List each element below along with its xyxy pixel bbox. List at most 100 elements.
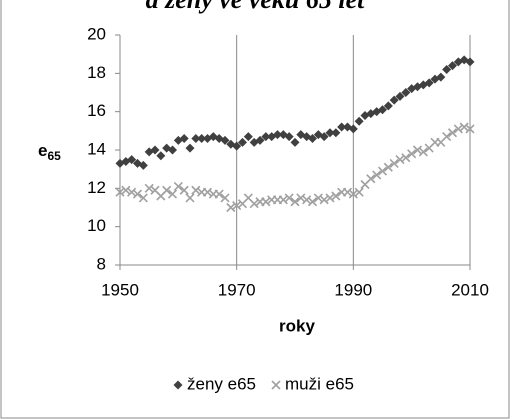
legend-marker <box>173 380 183 390</box>
data-point <box>331 128 341 138</box>
data-point <box>249 199 259 209</box>
data-point <box>162 185 172 195</box>
data-point <box>337 122 347 132</box>
data-point <box>307 197 318 207</box>
data-point <box>348 189 358 199</box>
y-tick-label: 12 <box>87 178 106 197</box>
data-point <box>342 187 353 197</box>
data-point <box>127 187 137 197</box>
data-point <box>156 151 166 161</box>
data-point <box>273 130 282 140</box>
data-point <box>179 185 189 195</box>
data-point <box>383 162 393 172</box>
x-tick-label: 1950 <box>101 280 139 299</box>
data-point <box>436 72 446 82</box>
data-point <box>185 193 195 203</box>
data-point <box>290 197 300 207</box>
data-point <box>442 132 452 142</box>
data-point <box>313 193 323 203</box>
data-point <box>290 137 300 147</box>
data-point <box>325 128 335 138</box>
data-point <box>238 137 247 147</box>
data-point <box>185 143 195 153</box>
data-point <box>261 132 271 142</box>
data-point <box>255 135 265 145</box>
data-point <box>372 170 382 180</box>
x-tick-label: 1990 <box>334 280 372 299</box>
x-tick-label: 1970 <box>218 280 256 299</box>
data-point <box>354 116 364 126</box>
data-point <box>389 95 399 105</box>
data-point <box>138 193 148 203</box>
data-point <box>132 189 143 199</box>
data-point <box>296 193 306 203</box>
data-point <box>173 181 183 191</box>
data-point <box>395 91 405 101</box>
data-point <box>121 185 131 195</box>
data-point <box>202 187 213 197</box>
y-axis-label: e65 <box>38 141 61 163</box>
data-point <box>418 147 428 157</box>
data-point <box>401 153 411 163</box>
data-point <box>191 185 201 195</box>
data-point <box>465 124 475 134</box>
data-point <box>179 134 189 143</box>
y-tick-label: 10 <box>87 216 106 235</box>
y-tick-label: 20 <box>87 24 106 43</box>
data-point <box>407 149 417 159</box>
data-point <box>278 195 288 205</box>
data-point <box>214 189 224 199</box>
data-point <box>319 132 329 142</box>
data-point <box>138 160 148 170</box>
data-point <box>167 189 178 199</box>
y-tick-label: 14 <box>87 139 106 158</box>
y-tick-label: 18 <box>87 63 106 82</box>
data-point <box>232 141 242 151</box>
data-point <box>424 78 434 88</box>
x-tick-label: 2010 <box>451 280 489 299</box>
y-tick-label: 16 <box>87 101 106 120</box>
legend-label: muži e65 <box>285 374 354 393</box>
data-point <box>453 124 463 134</box>
chart-title: a ženy ve věku 65 let <box>146 0 366 14</box>
data-point <box>377 166 388 176</box>
data-point <box>366 174 376 184</box>
data-point <box>261 197 271 207</box>
data-point <box>442 65 452 74</box>
data-point <box>325 193 335 203</box>
data-point <box>284 132 294 142</box>
data-point <box>465 57 475 67</box>
data-point <box>243 132 253 142</box>
y-axis-label-sub: 65 <box>47 149 61 163</box>
data-point <box>150 145 160 155</box>
data-point <box>319 195 329 205</box>
data-point <box>412 145 423 155</box>
legend-marker <box>271 380 281 390</box>
data-point <box>395 155 405 165</box>
data-point <box>389 158 399 168</box>
data-point <box>331 191 341 201</box>
data-point <box>220 135 230 145</box>
x-axis-label: roky <box>279 316 315 335</box>
data-point <box>308 134 317 143</box>
data-point <box>378 105 387 115</box>
data-point <box>302 195 312 205</box>
data-point <box>348 124 358 134</box>
legend-label: ženy e65 <box>187 374 256 393</box>
data-point <box>448 61 457 71</box>
y-tick-label: 8 <box>97 254 106 273</box>
data-point <box>226 202 236 213</box>
data-point <box>284 193 294 203</box>
data-point <box>127 155 137 165</box>
data-point <box>232 201 242 211</box>
data-point <box>220 193 230 203</box>
data-point <box>447 128 458 138</box>
data-point <box>459 122 469 132</box>
data-point <box>168 145 177 155</box>
data-point <box>144 183 154 193</box>
data-point <box>115 187 125 197</box>
data-point <box>197 134 207 143</box>
y-axis-label-main: e <box>38 141 47 160</box>
